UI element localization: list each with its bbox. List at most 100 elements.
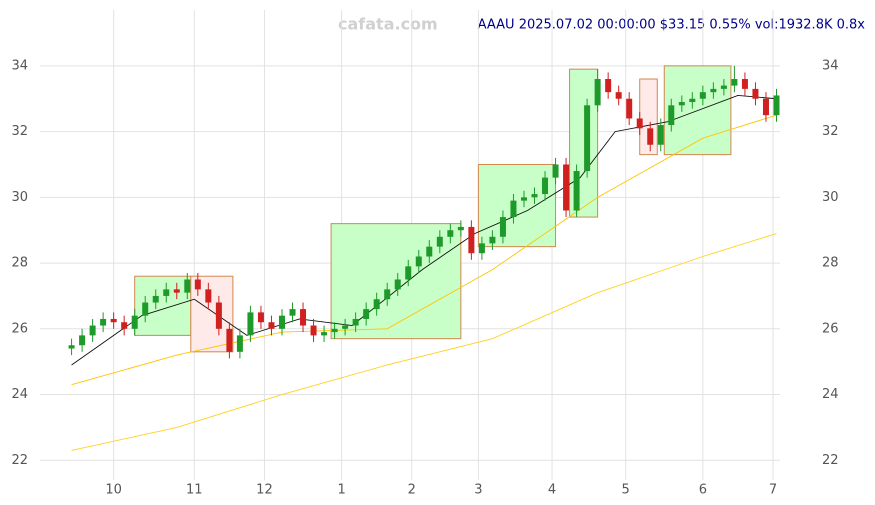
candle-body [236, 335, 243, 352]
candle-body [478, 243, 485, 254]
candle-body [342, 325, 349, 329]
candle-body [131, 315, 138, 329]
candle-body [278, 315, 285, 329]
moving-average [71, 233, 777, 451]
candle-body [678, 102, 685, 106]
candle-body [257, 312, 264, 323]
candle-body [331, 328, 338, 333]
candle-body [699, 92, 706, 99]
moving-average [71, 94, 777, 366]
candle-body [215, 302, 222, 329]
candle-body [752, 88, 759, 99]
chart-title: AAAU 2025.07.02 00:00:00 $33.15 0.55% vo… [478, 18, 866, 33]
candle-body [499, 217, 506, 237]
candle-body [110, 318, 117, 323]
x-tick-label: 2 [408, 483, 416, 498]
candle-body [289, 309, 296, 316]
candle-body [268, 322, 275, 329]
candle-body [394, 279, 401, 290]
candle-body [321, 332, 328, 336]
y-tick-label: 32 [11, 124, 28, 139]
candle-body [594, 79, 601, 106]
x-tick-label: 5 [622, 483, 630, 498]
y-tick-label: 34 [11, 58, 28, 73]
candle-body [668, 105, 675, 126]
watermark: cafata.com [338, 15, 438, 34]
candle-body [710, 88, 717, 93]
zone [569, 68, 599, 218]
y-tick-label: 24 [11, 387, 28, 402]
candle-body [657, 125, 664, 145]
candle-body [573, 171, 580, 211]
candle-body [436, 236, 443, 247]
candle-body [405, 266, 412, 280]
y-tick-label-right: 30 [822, 190, 839, 205]
y-tick-label: 28 [11, 256, 28, 271]
candle-body [205, 289, 212, 303]
y-tick-label: 26 [11, 321, 28, 336]
candle-body [384, 289, 391, 300]
candle-body [773, 95, 780, 116]
candle-body [100, 318, 107, 326]
y-tick-label-right: 24 [822, 387, 839, 402]
candle-body [563, 164, 570, 211]
candle-body [689, 98, 696, 103]
candle-body [647, 128, 654, 145]
x-tick-label: 10 [105, 483, 122, 498]
candle-body [142, 302, 149, 316]
x-tick-label: 12 [256, 483, 273, 498]
candle-body [552, 164, 559, 178]
candle-body [531, 194, 538, 198]
y-tick-label-right: 32 [822, 124, 839, 139]
candle-body [605, 79, 612, 93]
candle-body [762, 98, 769, 116]
y-tick-label-right: 34 [822, 58, 839, 73]
x-tick-label: 11 [186, 483, 203, 498]
candle-body [741, 79, 748, 89]
candle-body [373, 299, 380, 310]
candle-body [300, 309, 307, 326]
candle-body [194, 279, 201, 290]
candle-body [363, 309, 370, 319]
candle-body [457, 226, 464, 231]
candle-body [447, 230, 454, 237]
y-tick-label-right: 22 [822, 453, 839, 468]
candle-body [510, 200, 517, 218]
candle-body [489, 236, 496, 244]
candle-body [636, 118, 643, 129]
candle-body [163, 289, 170, 296]
candle-body [152, 295, 159, 303]
candle-body [731, 79, 738, 86]
candle-body [626, 98, 633, 119]
candle-body [173, 289, 180, 293]
candle-body [79, 335, 86, 346]
candle-body [352, 318, 359, 326]
x-tick-label: 6 [699, 483, 707, 498]
moving-average [71, 114, 777, 386]
candle-body [426, 246, 433, 257]
candle-body [226, 328, 233, 352]
candle-body [520, 197, 527, 201]
candle-body [68, 345, 75, 349]
candle-body [184, 279, 191, 293]
candle-body [121, 322, 128, 329]
candle-body [584, 105, 591, 172]
candle-body [468, 226, 475, 254]
y-tick-label-right: 26 [822, 321, 839, 336]
x-tick-label: 1 [337, 483, 345, 498]
candle-body [310, 325, 317, 336]
y-tick-label-right: 28 [822, 256, 839, 271]
x-tick-label: 3 [474, 483, 482, 498]
candle-body [542, 177, 549, 195]
candle-body [615, 92, 622, 99]
candle-body [720, 85, 727, 89]
candle-body [415, 256, 422, 267]
y-tick-label: 30 [11, 190, 28, 205]
candle-body [247, 312, 254, 336]
candle-body [89, 325, 96, 336]
y-tick-label: 22 [11, 453, 28, 468]
x-tick-label: 7 [769, 483, 777, 498]
x-tick-label: 4 [548, 483, 556, 498]
